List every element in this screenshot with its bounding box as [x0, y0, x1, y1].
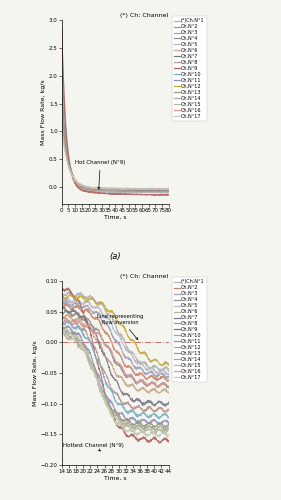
Text: Hot Channel (N°9): Hot Channel (N°9) — [75, 160, 126, 189]
Text: (*) Ch: Channel: (*) Ch: Channel — [120, 274, 169, 280]
X-axis label: Time, s: Time, s — [104, 214, 126, 220]
Legend: (*)Ch.N°1, Ch.N°2, Ch.N°3, Ch.N°4, Ch.N°5, Ch.N°6, Ch.N°7, Ch.N°8, Ch.N°9, Ch.N°: (*)Ch.N°1, Ch.N°2, Ch.N°3, Ch.N°4, Ch.N°… — [172, 278, 207, 382]
Legend: (*)Ch.N°1, Ch.N°2, Ch.N°3, Ch.N°4, Ch.N°5, Ch.N°6, Ch.N°7, Ch.N°8, Ch.N°9, Ch.N°: (*)Ch.N°1, Ch.N°2, Ch.N°3, Ch.N°4, Ch.N°… — [172, 16, 207, 121]
Y-axis label: Mass Flow Rate, kg/s: Mass Flow Rate, kg/s — [33, 340, 38, 406]
X-axis label: Time, s: Time, s — [104, 476, 126, 480]
Text: Hottest Channel (N°9): Hottest Channel (N°9) — [63, 442, 123, 451]
Text: (*) Ch: Channel: (*) Ch: Channel — [120, 13, 169, 18]
Y-axis label: Mass Flow Rate, kg/s: Mass Flow Rate, kg/s — [41, 79, 46, 145]
Text: Line representing
flow inversion: Line representing flow inversion — [98, 314, 144, 340]
Text: (a): (a) — [109, 252, 121, 260]
